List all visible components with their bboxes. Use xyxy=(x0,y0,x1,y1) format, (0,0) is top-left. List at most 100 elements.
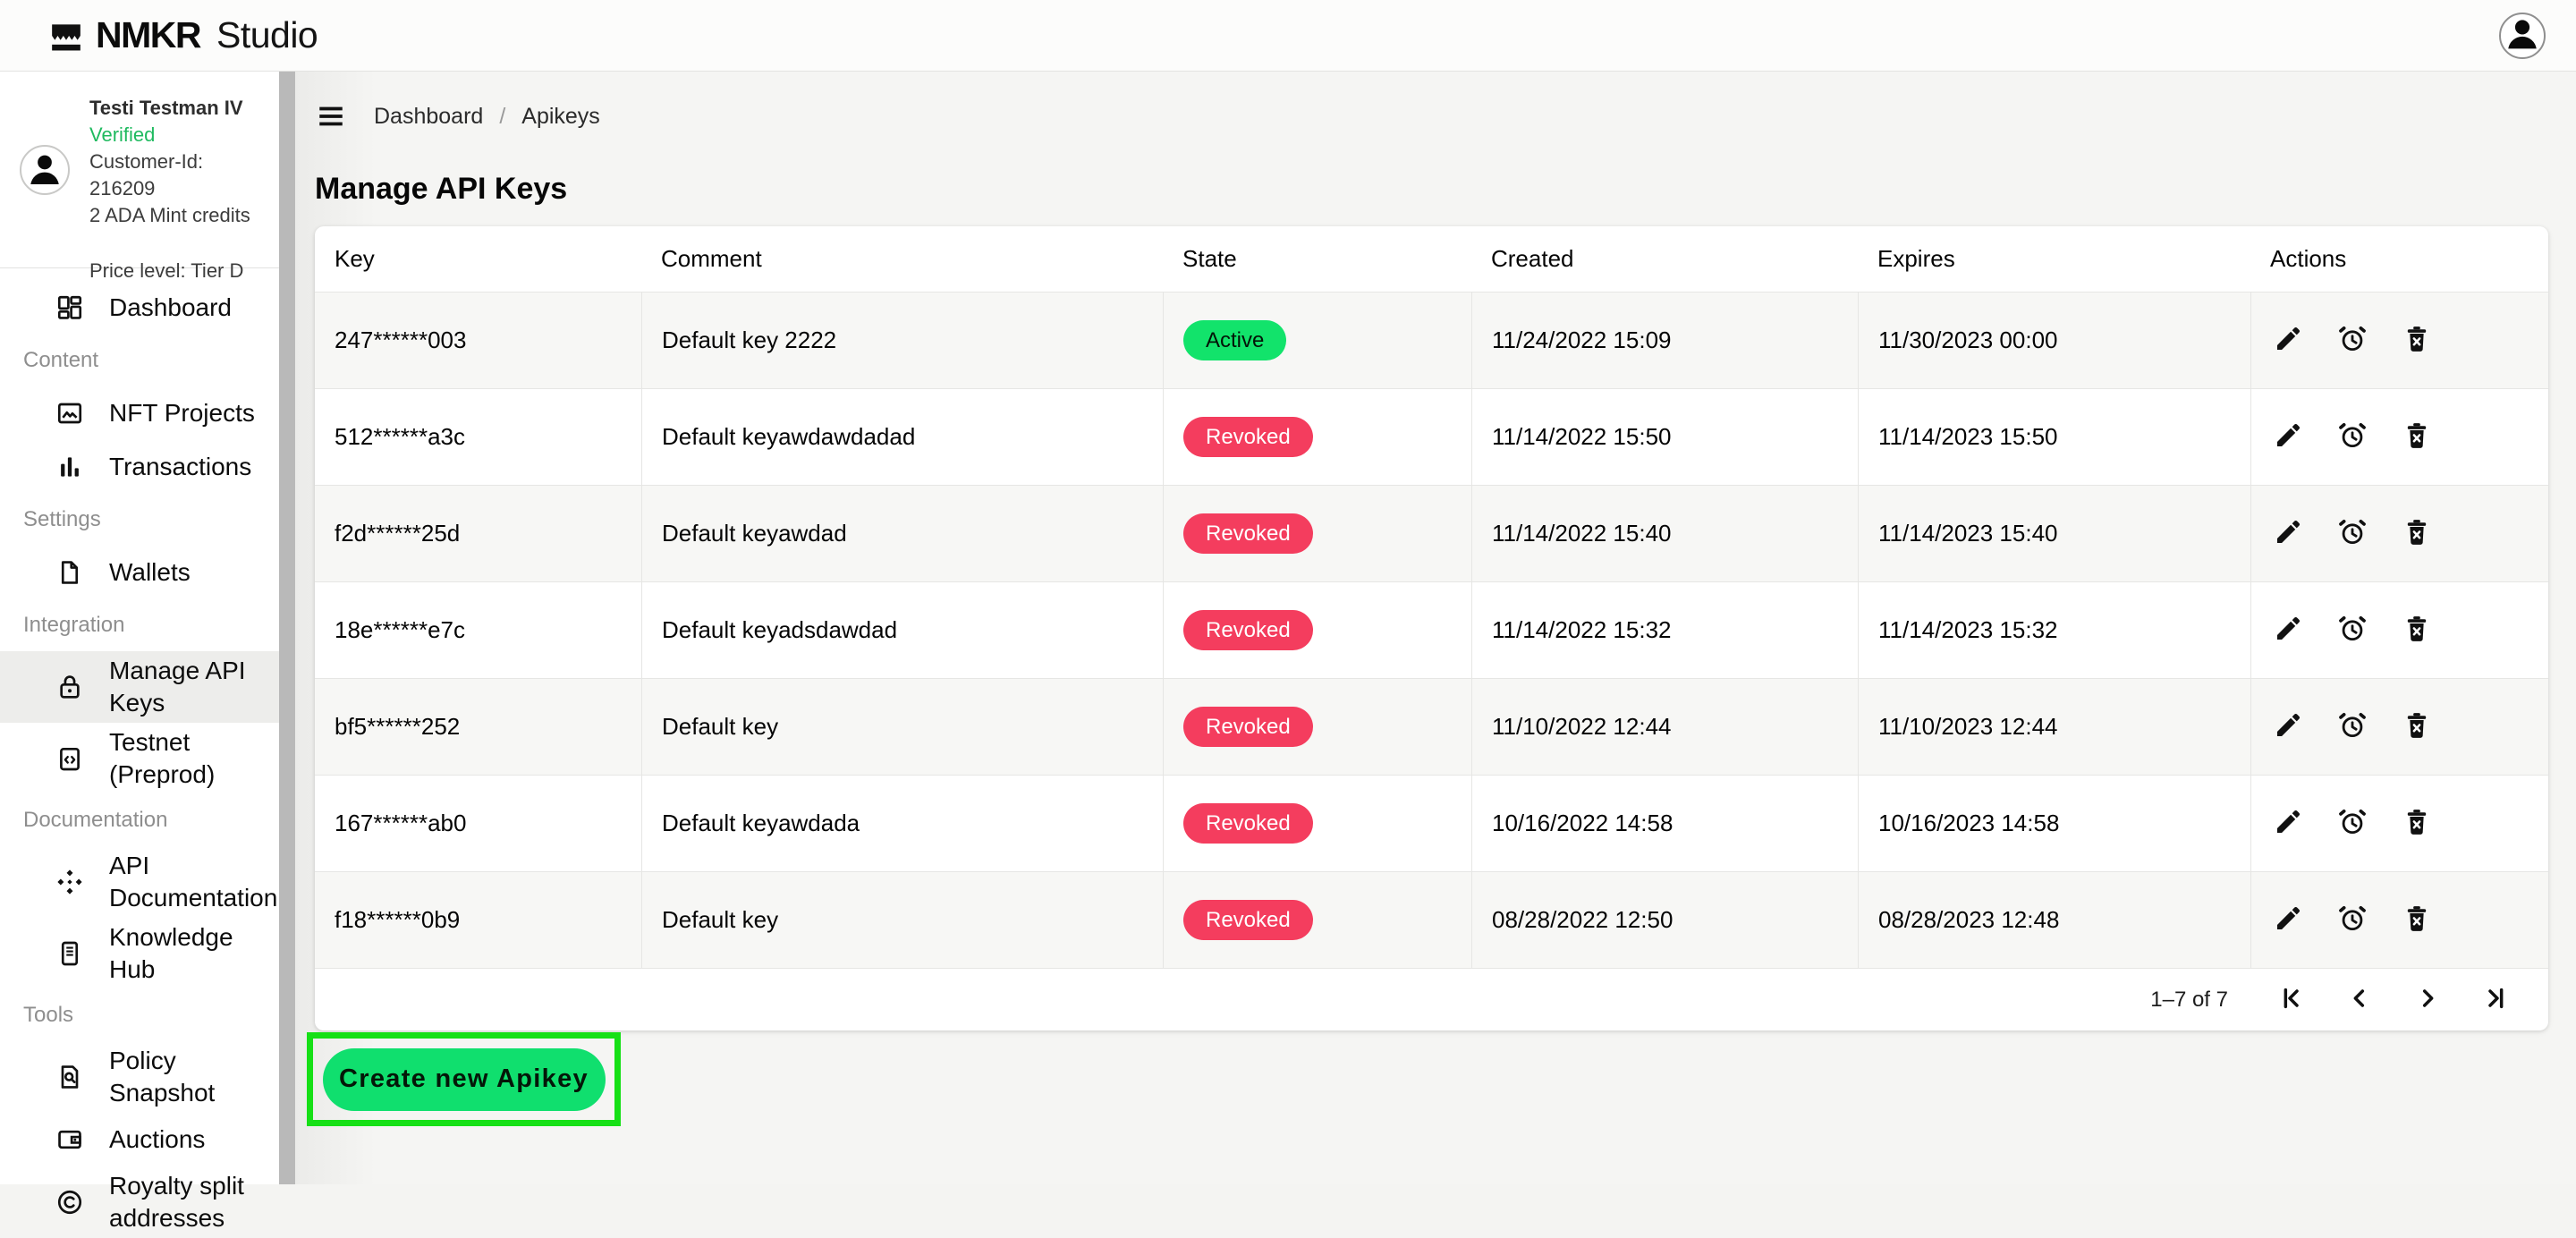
nav-section-integration: Integration xyxy=(23,613,125,637)
key-cell: 167******ab0 xyxy=(335,810,467,836)
page-title: Manage API Keys xyxy=(315,172,568,206)
delete-button[interactable] xyxy=(2400,420,2434,454)
user-info-block: Testi Testman IV Verified Customer-Id: 2… xyxy=(0,72,279,282)
table-row: f18******0b9 Default key Revoked 08/28/2022… xyxy=(315,871,2548,968)
key-cell: f2d******25d xyxy=(335,520,461,547)
created-cell: 11/14/2022 15:50 xyxy=(1471,389,1858,485)
api-icon xyxy=(55,868,84,896)
user-avatar[interactable] xyxy=(20,145,70,195)
sidebar-item-knowledge-hub[interactable]: Knowledge Hub xyxy=(0,918,279,989)
set-expiry-button[interactable] xyxy=(2335,324,2369,358)
sidebar-item-manage-api-keys[interactable]: Manage API Keys xyxy=(0,651,279,723)
state-cell: Revoked xyxy=(1163,486,1471,581)
comment-cell: Default keyadsdawdad xyxy=(641,582,1163,678)
state-badge: Revoked xyxy=(1183,513,1313,554)
sidebar-item-api-documentation[interactable]: API Documentation xyxy=(0,846,279,918)
comment-cell: Default keyawdawdadad xyxy=(641,389,1163,485)
first-page-button[interactable] xyxy=(2276,985,2307,1015)
actions-cell xyxy=(2250,389,2548,485)
edit-button[interactable] xyxy=(2271,614,2305,648)
wallet-icon xyxy=(55,1125,84,1154)
sidebar-item-auctions[interactable]: Auctions xyxy=(0,1113,279,1166)
sidebar-item-policy-snapshot[interactable]: Policy Snapshot xyxy=(0,1041,279,1113)
edit-button[interactable] xyxy=(2271,710,2305,744)
column-header-state: State xyxy=(1182,245,1237,272)
edit-button[interactable] xyxy=(2271,420,2305,454)
copyright-icon xyxy=(55,1188,84,1217)
set-expiry-button[interactable] xyxy=(2335,710,2369,744)
expires-cell: 11/14/2023 15:40 xyxy=(1858,486,2250,581)
user-name: Testi Testman IV xyxy=(89,97,243,119)
create-apikey-button[interactable]: Create new Apikey xyxy=(322,1047,606,1111)
breadcrumb-current[interactable]: Apikeys xyxy=(521,103,600,129)
sidebar-item-label: API Documentation xyxy=(109,852,278,912)
actions-cell xyxy=(2250,872,2548,968)
delete-button[interactable] xyxy=(2400,903,2434,937)
expires-cell: 11/14/2023 15:32 xyxy=(1858,582,2250,678)
top-bar: NMKR Studio xyxy=(0,0,2576,72)
delete-button[interactable] xyxy=(2400,807,2434,841)
next-page-button[interactable] xyxy=(2412,985,2443,1015)
set-expiry-button[interactable] xyxy=(2335,614,2369,648)
delete-button[interactable] xyxy=(2400,614,2434,648)
key-cell: bf5******252 xyxy=(335,713,461,740)
last-page-button[interactable] xyxy=(2480,985,2511,1015)
column-header-expires: Expires xyxy=(1877,245,1955,272)
created-cell: 11/14/2022 15:32 xyxy=(1471,582,1858,678)
person-icon xyxy=(24,148,65,193)
sidebar-item-royalty-split-addresses[interactable]: Royalty split addresses xyxy=(0,1166,279,1238)
alarm-icon xyxy=(2337,517,2368,550)
breadcrumb-separator: / xyxy=(499,103,506,129)
edit-button[interactable] xyxy=(2271,324,2305,358)
state-cell: Active xyxy=(1163,293,1471,388)
sidebar-item-dashboard[interactable]: Dashboard xyxy=(0,281,279,335)
apikeys-table-card: Key Comment State Created Expires Actions 247… xyxy=(315,226,2548,1030)
edit-button[interactable] xyxy=(2271,903,2305,937)
file-icon xyxy=(55,558,84,587)
state-cell: Revoked xyxy=(1163,679,1471,775)
comment-cell: Default key xyxy=(641,872,1163,968)
created-cell: 11/24/2022 15:09 xyxy=(1471,293,1858,388)
delete-button[interactable] xyxy=(2400,324,2434,358)
nav-section-content: Content xyxy=(23,348,99,372)
trash-x-icon xyxy=(2402,903,2432,937)
chevron-right-icon xyxy=(2413,984,2442,1015)
actions-cell xyxy=(2250,582,2548,678)
pencil-icon xyxy=(2273,517,2303,550)
sidebar-item-label: Testnet (Preprod) xyxy=(109,728,216,788)
breadcrumb-dashboard[interactable]: Dashboard xyxy=(374,103,484,129)
trash-x-icon xyxy=(2402,807,2432,840)
sidebar-item-wallets[interactable]: Wallets xyxy=(0,546,279,599)
state-badge: Revoked xyxy=(1183,417,1313,457)
edit-button[interactable] xyxy=(2271,517,2305,551)
column-header-comment: Comment xyxy=(661,245,762,272)
pencil-icon xyxy=(2273,614,2303,647)
pencil-icon xyxy=(2273,420,2303,454)
set-expiry-button[interactable] xyxy=(2335,420,2369,454)
set-expiry-button[interactable] xyxy=(2335,903,2369,937)
doc-search-icon xyxy=(55,1063,84,1091)
alarm-icon xyxy=(2337,324,2368,357)
sidebar-item-label: Knowledge Hub xyxy=(109,923,233,983)
sidebar-item-label: Auctions xyxy=(109,1125,206,1153)
created-cell: 10/16/2022 14:58 xyxy=(1471,776,1858,871)
sidebar-item-nft-projects[interactable]: NFT Projects xyxy=(0,386,279,440)
set-expiry-button[interactable] xyxy=(2335,517,2369,551)
sidebar-scrollbar[interactable] xyxy=(279,72,295,1184)
alarm-icon xyxy=(2337,614,2368,647)
set-expiry-button[interactable] xyxy=(2335,807,2369,841)
state-badge: Active xyxy=(1183,320,1287,360)
lock-icon xyxy=(55,673,84,701)
highlight-outline: Create new Apikey xyxy=(307,1032,621,1126)
header-avatar[interactable] xyxy=(2499,12,2546,59)
mint-credits: 2 ADA Mint credits xyxy=(89,204,250,226)
delete-button[interactable] xyxy=(2400,517,2434,551)
sidebar-item-testnet-preprod[interactable]: Testnet (Preprod) xyxy=(0,723,279,794)
prev-page-button[interactable] xyxy=(2344,985,2375,1015)
pencil-icon xyxy=(2273,710,2303,743)
brand-logo[interactable]: NMKR Studio xyxy=(49,14,318,56)
menu-button[interactable] xyxy=(315,100,347,132)
sidebar-item-transactions[interactable]: Transactions xyxy=(0,440,279,494)
edit-button[interactable] xyxy=(2271,807,2305,841)
delete-button[interactable] xyxy=(2400,710,2434,744)
